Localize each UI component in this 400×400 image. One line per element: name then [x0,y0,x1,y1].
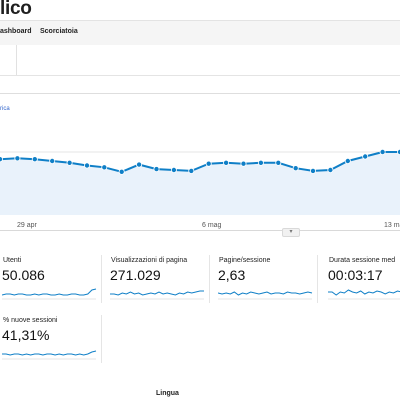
data-point [292,165,299,172]
metric-value: 00:03:17 [328,267,383,283]
x-axis-label: 29 apr [17,222,38,229]
sessions-line-chart: 29 apr 6 mag 13 ma [0,149,400,229]
metric-value: 41,31% [2,327,50,343]
data-point [379,149,386,156]
data-point [205,160,212,167]
data-point [66,159,73,166]
data-point [136,161,143,168]
x-axis-label: 13 ma [384,222,400,229]
data-point [223,159,230,166]
sparkline-line [110,290,204,296]
data-point [101,164,108,171]
sparkline-line [218,291,313,296]
metric-sparkline [2,288,97,300]
metric-card-pages-per-session[interactable]: Pagine/sessione 2,63 [216,255,318,303]
metric-card-new-sessions[interactable]: % nuove sessioni 41,31% [0,315,102,363]
metric-sparkline [110,290,204,300]
collapse-chart-toggle-icon[interactable]: ▾ [282,228,300,237]
metric-value: 50.086 [2,267,45,283]
sparkline-line [2,350,97,356]
metric-sparkline [218,291,313,300]
data-point [309,167,316,174]
metric-selector-link[interactable]: rica [0,106,10,112]
data-point [327,167,334,174]
metric-sparkline [2,350,97,360]
metric-value: 271.029 [110,267,161,283]
metric-label: Visualizzazioni di pagina [111,257,188,264]
data-point [344,158,351,165]
tab-dashboard[interactable]: ashboard [0,28,32,35]
data-point [153,166,160,173]
data-point [118,168,125,175]
tab-shortcut[interactable]: Scorciatoia [40,28,78,35]
chart-x-axis-labels: 29 apr 6 mag 13 ma [17,222,400,229]
metric-sparkline [328,289,400,300]
data-point [170,167,177,174]
toolbar [0,45,400,76]
sparkline-line [328,289,400,296]
metric-label: % nuove sessioni [3,317,58,324]
metric-card-pageviews[interactable]: Visualizzazioni di pagina 271.029 [108,255,210,303]
data-point [362,153,369,160]
toolbar-divider [16,45,17,75]
language-section-heading: Lingua [156,390,179,397]
metric-label: Utenti [3,257,22,264]
data-point [257,159,264,166]
data-point [275,159,282,166]
page-title: lico [0,0,32,19]
metric-label: Pagine/sessione [219,257,271,264]
data-point [188,167,195,174]
data-point [31,156,38,163]
metric-value: 2,63 [218,267,246,283]
data-point [14,155,21,162]
data-point [0,156,3,163]
data-point [240,160,247,167]
section-divider [0,230,400,231]
data-point [49,158,56,165]
metric-card-users[interactable]: Utenti 50.086 [0,255,102,303]
panel-divider [0,93,400,94]
tab-bar: ashboard Scorciatoia [0,20,400,46]
metric-card-avg-session-duration[interactable]: Durata sessione med 00:03:17 [326,255,400,303]
sparkline-line [2,288,97,296]
x-axis-label: 6 mag [202,222,222,229]
metric-label: Durata sessione med [329,257,396,264]
data-point [84,162,91,169]
